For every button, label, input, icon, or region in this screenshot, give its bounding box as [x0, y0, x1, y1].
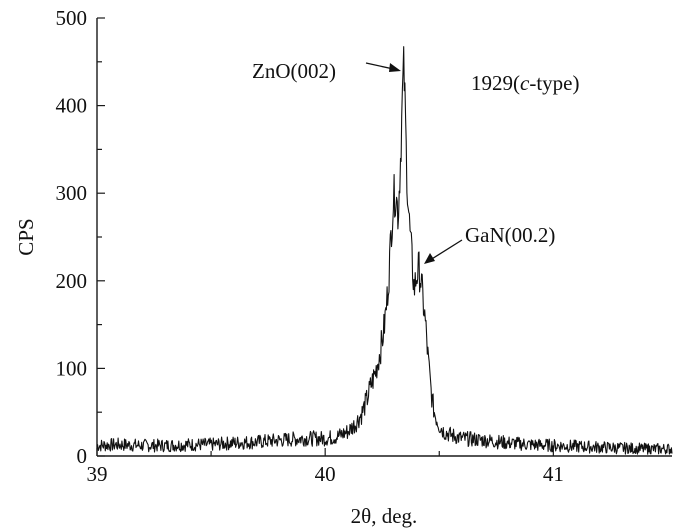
annotation-zno: ZnO(002)	[252, 59, 336, 83]
x-tick-label: 40	[315, 462, 336, 486]
x-tick-label: 39	[87, 462, 108, 486]
annotation-gan: GaN(00.2)	[465, 223, 555, 247]
x-axis-title: 2θ, deg.	[351, 504, 418, 528]
x-axis-ticks: 39 40 41	[87, 448, 564, 486]
y-tick-label: 500	[56, 6, 88, 30]
annotation-sample: 1929(c-type)	[471, 71, 579, 95]
x-tick-label: 41	[543, 462, 564, 486]
series-trace	[96, 46, 673, 455]
y-tick-label: 200	[56, 269, 88, 293]
annotation-sample-post: -type)	[529, 71, 579, 95]
annotation-sample-italic: c	[520, 71, 530, 95]
y-tick-label: 100	[56, 356, 88, 380]
y-tick-label: 400	[56, 94, 88, 118]
annotation-sample-pre: 1929(	[471, 71, 520, 95]
annotation-zno-arrowhead	[389, 63, 401, 72]
annotation-gan-arrowhead	[424, 253, 435, 264]
y-axis-title: CPS	[14, 218, 38, 255]
y-axis-ticks: 0 100 200 300 400 500	[56, 6, 105, 468]
y-tick-label: 300	[56, 181, 88, 205]
y-tick-label: 0	[77, 444, 88, 468]
